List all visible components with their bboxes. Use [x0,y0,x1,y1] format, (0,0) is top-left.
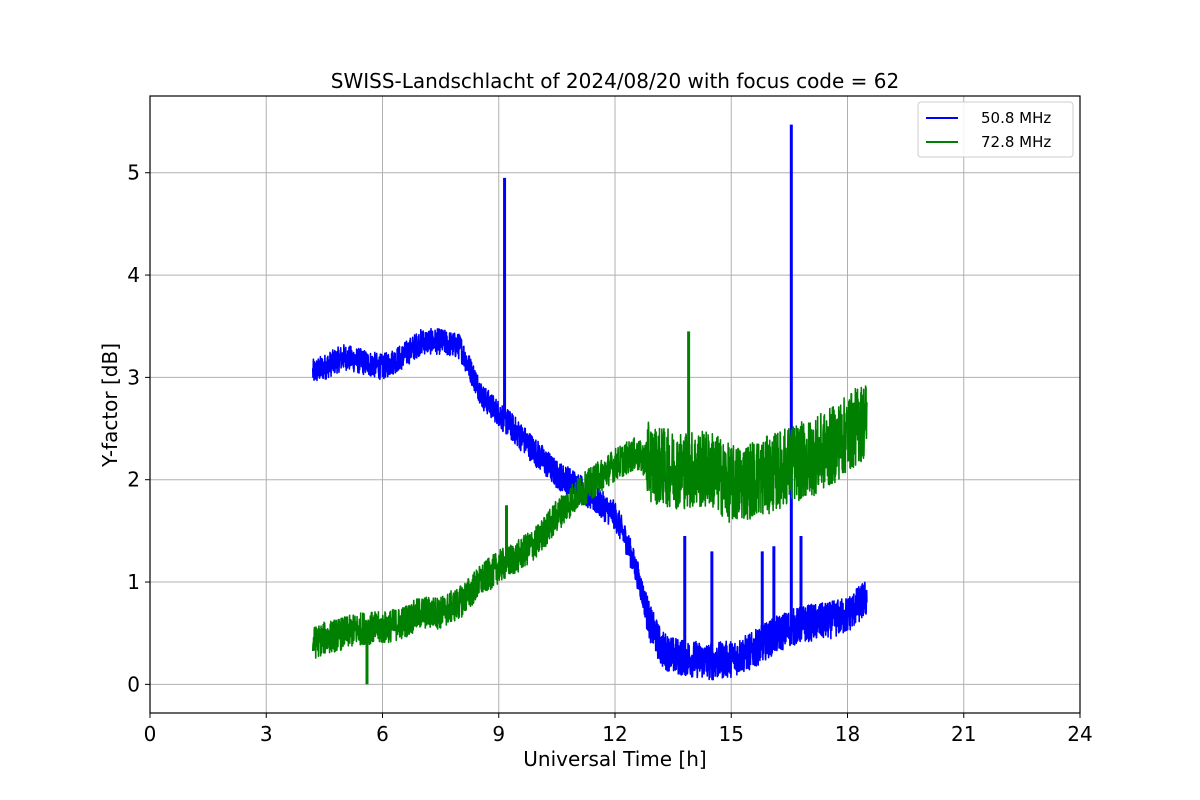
y-axis-ticks: 0 1 2 3 4 5 [127,161,150,696]
x-tick-label: 0 [144,722,157,746]
plot-area [311,124,868,685]
chart-title: SWISS-Landschlacht of 2024/08/20 with fo… [331,69,899,93]
y-tick-label: 2 [127,468,140,492]
x-tick-label: 18 [835,722,860,746]
y-tick-label: 4 [127,263,140,287]
x-tick-label: 9 [492,722,505,746]
legend-box [917,101,1074,158]
x-axis-label: Universal Time [h] [523,747,706,771]
x-tick-label: 15 [719,722,744,746]
y-tick-label: 0 [127,672,140,696]
series-2 [311,331,868,685]
legend-label: 50.8 MHz [981,109,1051,127]
x-tick-label: 24 [1067,722,1092,746]
legend-label: 72.8 MHz [981,133,1051,151]
y-tick-label: 1 [127,570,140,594]
series-1 [311,124,868,681]
x-axis-ticks: 0 3 6 9 12 15 18 21 24 [144,713,1093,746]
y-axis-label: Y-factor [dB] [98,343,122,468]
y-tick-label: 3 [127,365,140,389]
x-tick-label: 6 [376,722,389,746]
legend: 50.8 MHz 72.8 MHz [917,101,1074,158]
y-tick-label: 5 [127,161,140,185]
series-line-2 [311,385,868,659]
x-tick-label: 12 [602,722,627,746]
x-tick-label: 3 [260,722,273,746]
x-tick-label: 21 [951,722,976,746]
